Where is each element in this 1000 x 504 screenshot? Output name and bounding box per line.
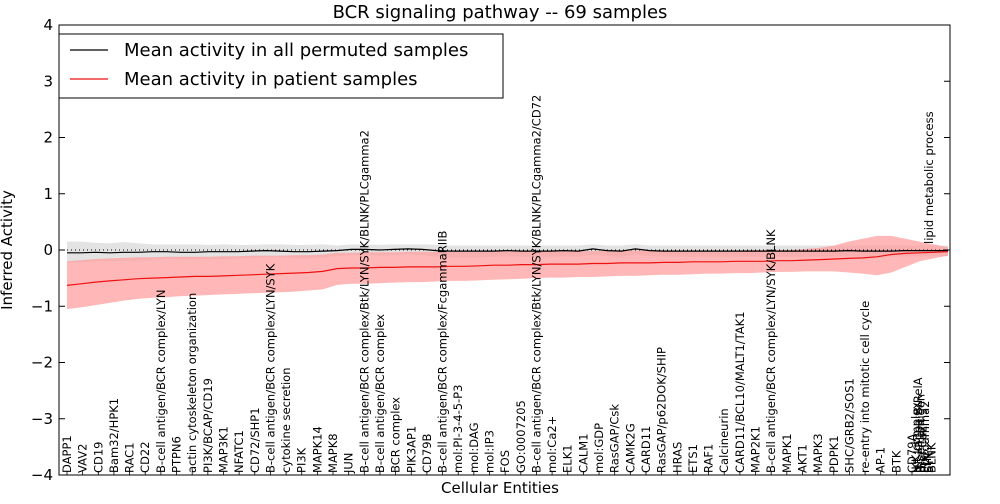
x-entity-label-overlap: IKK complex bbox=[909, 402, 923, 473]
axes: −4 −3 −2 −1 0 1 2 3 4 bbox=[31, 16, 951, 484]
x-entity-label: BCR complex bbox=[389, 397, 403, 473]
y-tick-label: 1 bbox=[43, 185, 53, 203]
x-entity-label: GO:0007205 bbox=[514, 400, 528, 473]
y-axis-label: Inferred Activity bbox=[0, 190, 16, 310]
y-tick-label: 0 bbox=[43, 241, 53, 259]
legend-label-permuted: Mean activity in all permuted samples bbox=[124, 40, 468, 61]
x-entity-label: MAPK3 bbox=[811, 433, 825, 473]
x-entity-label: PI3K/BCAP/CD19 bbox=[201, 378, 215, 473]
y-tick-label: 2 bbox=[43, 129, 53, 147]
y-tick-label: −4 bbox=[31, 466, 53, 484]
x-entity-label-overlap: SYK bbox=[922, 451, 936, 473]
x-entity-label: CARD11 bbox=[639, 426, 653, 473]
x-entity-label: SHC/GRB2/SOS1 bbox=[842, 378, 856, 473]
x-entity-label-overlap: LYN bbox=[920, 452, 934, 473]
x-entity-label: BTK bbox=[889, 450, 903, 473]
x-entity-label: VAV2 bbox=[76, 443, 90, 472]
x-entity-label: Calcineurin bbox=[717, 408, 731, 473]
x-entity-label: CD22 bbox=[138, 441, 152, 473]
x-entity-label: MAPK14 bbox=[310, 426, 324, 473]
x-entity-label-overlap: mol:Ca2+ bbox=[916, 416, 930, 473]
confidence-bands bbox=[67, 235, 948, 310]
x-entity-label: B-cell antigen/BCR complex/FcgammaRIIB bbox=[436, 231, 450, 474]
x-entity-label: Bam32/HPK1 bbox=[107, 398, 121, 473]
x-entity-label: HRAS bbox=[670, 442, 684, 473]
x-entity-label: CD19 bbox=[91, 441, 105, 473]
x-entity-label: CALM1 bbox=[576, 433, 590, 473]
x-entity-label: PIK3AP1 bbox=[404, 426, 418, 473]
x-entity-label: mol:PI-3-4-5-P3 bbox=[451, 385, 465, 473]
x-entity-label: B-cell antigen/BCR complex/Btk/LYN/SYK/B… bbox=[529, 95, 543, 473]
x-entity-label: B-cell antigen/BCR complex/LYN bbox=[154, 289, 168, 473]
y-tick-label: −2 bbox=[31, 354, 53, 372]
x-entity-label: JUN bbox=[342, 453, 356, 474]
x-entity-label: CAMK2G bbox=[623, 423, 637, 473]
chart-title: BCR signaling pathway -- 69 samples bbox=[333, 2, 668, 23]
x-entity-label: B-cell antigen/BCR complex bbox=[373, 314, 387, 473]
x-entity-label: RAF1 bbox=[702, 444, 716, 473]
x-entity-label: MAPK1 bbox=[780, 433, 794, 473]
x-entity-label: CD79B bbox=[420, 433, 434, 473]
x-entity-label: DAPP1 bbox=[60, 435, 74, 473]
x-entity-label: ETS1 bbox=[686, 444, 700, 473]
x-entity-label: mol:DAG bbox=[467, 423, 481, 474]
x-entity-label: MAPK8 bbox=[326, 433, 340, 473]
x-entity-label: B-cell antigen/BCR complex/Btk/LYN/SYK/B… bbox=[357, 130, 371, 473]
x-entity-label: PTPN6 bbox=[170, 436, 184, 473]
x-entity-label-overlap: NF-kappa B/RelA bbox=[911, 377, 925, 473]
x-entity-label: RasGAP/p62DOK/SHIP bbox=[655, 347, 669, 473]
x-entity-label: NFATC1 bbox=[232, 430, 246, 473]
y-tick-label: −1 bbox=[31, 297, 53, 315]
x-entity-label: RasGAP/Csk bbox=[608, 404, 622, 473]
x-entity-label: CD72/SHP1 bbox=[248, 407, 262, 473]
line-permuted bbox=[67, 248, 948, 254]
x-entity-label-overlap: B-cell antigen bbox=[913, 394, 927, 473]
x-entity-label-overlap: BLNK bbox=[924, 442, 938, 473]
legend-label-patient: Mean activity in patient samples bbox=[124, 69, 418, 90]
x-entity-label-top: lipid metabolic process bbox=[922, 111, 936, 244]
x-axis-label: Cellular Entities bbox=[441, 479, 559, 497]
x-entity-label: B-cell antigen/BCR complex/LYN/SYK/BLNK bbox=[764, 229, 778, 473]
legend: Mean activity in all permuted samples Me… bbox=[58, 33, 504, 99]
x-entity-label: mol:GDP bbox=[592, 423, 606, 473]
x-entity-label: PI3K bbox=[295, 447, 309, 473]
x-entity-label: AKT1 bbox=[796, 444, 810, 473]
band-patient bbox=[67, 235, 948, 310]
line-patient bbox=[66, 251, 949, 286]
y-tick-label: −3 bbox=[31, 410, 53, 428]
x-entity-label: CD79A bbox=[905, 433, 919, 473]
x-entity-label: CARD11/BCL10/MALT1/TAK1 bbox=[733, 311, 747, 473]
x-entity-label: actin cytoskeleton organization bbox=[185, 293, 199, 473]
x-entity-label: MAP3K1 bbox=[217, 426, 231, 473]
x-entity-label: mol:Ca2+ bbox=[545, 416, 559, 473]
x-entity-label: PDPK1 bbox=[827, 435, 841, 473]
y-tick-label: 4 bbox=[43, 16, 53, 34]
x-entity-label: B-cell antigen/BCR complex/LYN/SYK bbox=[263, 263, 277, 473]
x-entity-label: FOS bbox=[498, 450, 512, 473]
x-entity-label: ELK1 bbox=[561, 444, 575, 473]
x-entity-label: MAP2K1 bbox=[749, 426, 763, 473]
x-entity-label: mol:IP3 bbox=[483, 430, 497, 473]
y-tick-label: 3 bbox=[43, 72, 53, 90]
x-entity-label: re-entry into mitotic cell cycle bbox=[858, 301, 872, 473]
x-entity-label: RAC1 bbox=[123, 442, 137, 473]
x-entity-labels: DAPP1 VAV2 CD19 Bam32/HPK1 RAC1 CD22 B-cell an… bbox=[60, 95, 938, 474]
x-entity-label-overlap: PLCgamma2 bbox=[918, 401, 932, 474]
x-entity-label: cytokine secretion bbox=[279, 367, 293, 473]
legend-box bbox=[58, 33, 504, 99]
series-lines bbox=[59, 248, 950, 286]
x-entity-label: AP-1 bbox=[874, 447, 888, 473]
